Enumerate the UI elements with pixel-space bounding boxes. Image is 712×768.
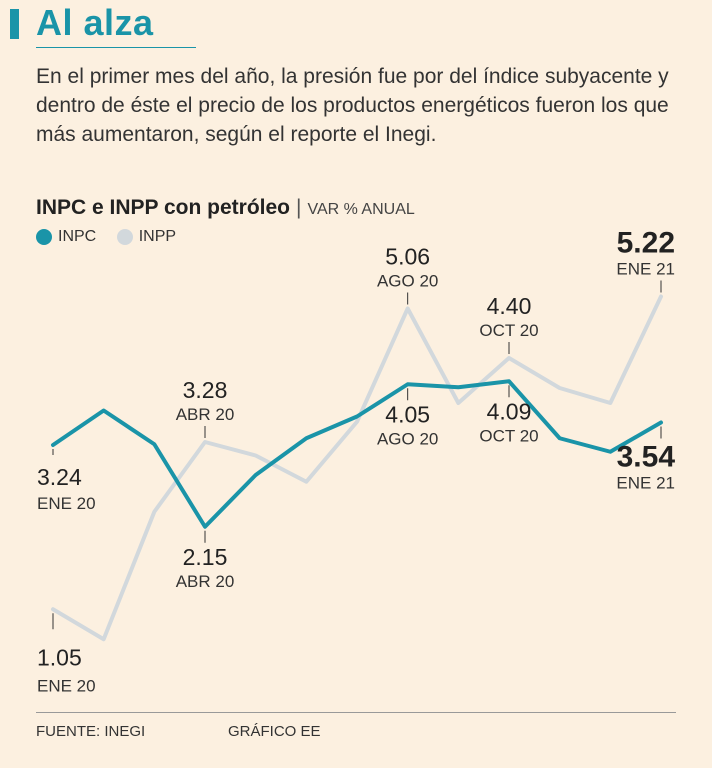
annotation-period-inpc-abr-20: ABR 20: [176, 572, 235, 591]
annotation-value-inpc-ago-20: 4.05: [385, 401, 430, 427]
legend-label-inpc: INPC: [58, 228, 97, 245]
legend-swatch-inpp: [116, 229, 133, 245]
annotation-period-inpp-ago-20: AGO 20: [377, 272, 438, 291]
legend-swatch-inpc: [36, 229, 52, 245]
annotation-value-inpc-oct-20: 4.09: [487, 398, 532, 424]
annotation-period-inpc-ene-20: ENE 20: [37, 494, 96, 513]
credit-note: GRÁFICO EE: [228, 723, 321, 740]
title-underline: [36, 47, 196, 48]
annotation-period-inpc-ene-21: ENE 21: [616, 474, 675, 493]
page-title: Al alza: [36, 2, 154, 43]
chart-unit: VAR % ANUAL: [307, 201, 415, 218]
series-line-inpc: [51, 379, 663, 529]
annotation-value-inpp-ene-20: 1.05: [37, 644, 82, 670]
series-line-inpp: [51, 294, 663, 642]
chart-title: INPC e INPP con petróleo | VAR % ANUAL: [36, 196, 415, 220]
annotation-period-inpp-ene-20: ENE 20: [37, 676, 96, 695]
description: En el primer mes del año, la presión fue…: [36, 65, 669, 146]
legend-label-inpp: INPP: [138, 228, 177, 245]
annotation-value-inpc-abr-20: 2.15: [183, 544, 228, 570]
annotation-value-inpc-ene-21: 3.54: [617, 441, 676, 474]
annotation-value-inpc-ene-20: 3.24: [37, 464, 82, 490]
annotation-period-inpc-oct-20: OCT 20: [479, 426, 538, 445]
chart-title-separator: |: [296, 196, 302, 219]
annotation-period-inpc-ago-20: AGO 20: [377, 429, 438, 448]
annotation-value-inpp-abr-20: 3.28: [183, 377, 228, 403]
footer-rule: [36, 712, 676, 713]
annotation-period-inpp-oct-20: OCT 20: [479, 321, 538, 340]
chart-title-text: INPC e INPP con petróleo: [36, 196, 290, 219]
source-note: FUENTE: INEGI: [36, 723, 146, 740]
annotation-value-inpp-oct-20: 4.40: [487, 293, 532, 319]
annotation-value-inpp-ene-21: 5.22: [617, 227, 675, 260]
annotation-period-inpp-abr-20: ABR 20: [176, 405, 235, 424]
legend-item-inpc: INPC: [36, 228, 96, 246]
annotation-value-inpp-ago-20: 5.06: [385, 244, 430, 270]
legend: INPC INPP: [36, 228, 192, 250]
annotation-period-inpp-ene-21: ENE 21: [616, 260, 675, 279]
title-accent-bar: [10, 9, 19, 39]
line-chart: 1.05 ENE 20 3.24 ENE 20 3.28 ABR 20 2.15 ABR 20…: [37, 227, 676, 696]
legend-item-inpp: INPP: [116, 228, 177, 246]
